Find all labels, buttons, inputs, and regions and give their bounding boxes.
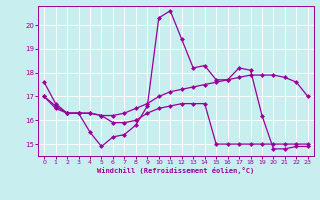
X-axis label: Windchill (Refroidissement éolien,°C): Windchill (Refroidissement éolien,°C) <box>97 167 255 174</box>
